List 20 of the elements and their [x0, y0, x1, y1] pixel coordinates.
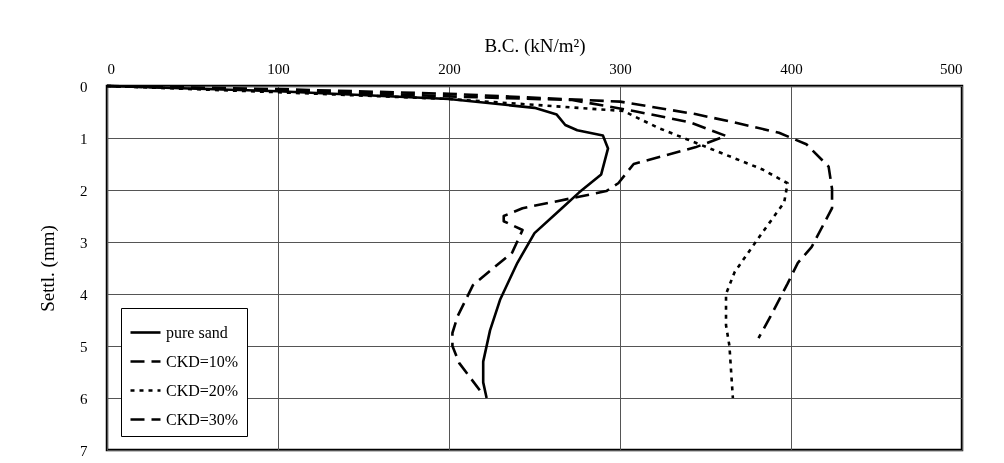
- x-tick-label: 300: [609, 60, 632, 77]
- x-tick-label: 100: [267, 60, 290, 77]
- x-tick-label: 500: [940, 60, 963, 77]
- x-axis-title: B.C. (kN/m²): [484, 34, 586, 57]
- y-tick-label: 2: [80, 182, 88, 199]
- legend-label: CKD=30%: [166, 410, 239, 428]
- y-tick-label: 5: [80, 338, 88, 355]
- y-tick-label: 6: [80, 390, 88, 407]
- legend-label: CKD=10%: [166, 352, 239, 370]
- y-tick-label: 3: [80, 234, 88, 251]
- y-tick-label: 0: [80, 78, 88, 95]
- y-tick-label: 7: [80, 442, 88, 459]
- legend-label: CKD=20%: [166, 381, 239, 399]
- x-tick-label: 0: [107, 60, 115, 77]
- x-tick-label: 400: [780, 60, 803, 77]
- y-tick-label: 4: [80, 286, 88, 303]
- y-axis-title: Settl. (mm): [37, 225, 59, 312]
- y-tick-label: 1: [80, 130, 88, 147]
- x-tick-label: 200: [438, 60, 461, 77]
- legend-label: pure sand: [166, 323, 228, 342]
